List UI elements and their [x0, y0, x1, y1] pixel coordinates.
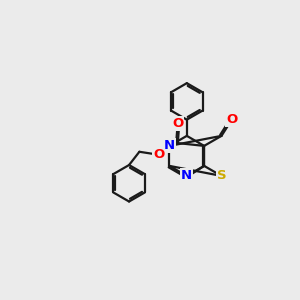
- Text: O: O: [172, 117, 183, 130]
- Text: O: O: [153, 148, 164, 161]
- Text: N: N: [181, 169, 192, 182]
- Text: O: O: [226, 113, 237, 126]
- Text: S: S: [217, 169, 226, 182]
- Text: N: N: [164, 140, 175, 152]
